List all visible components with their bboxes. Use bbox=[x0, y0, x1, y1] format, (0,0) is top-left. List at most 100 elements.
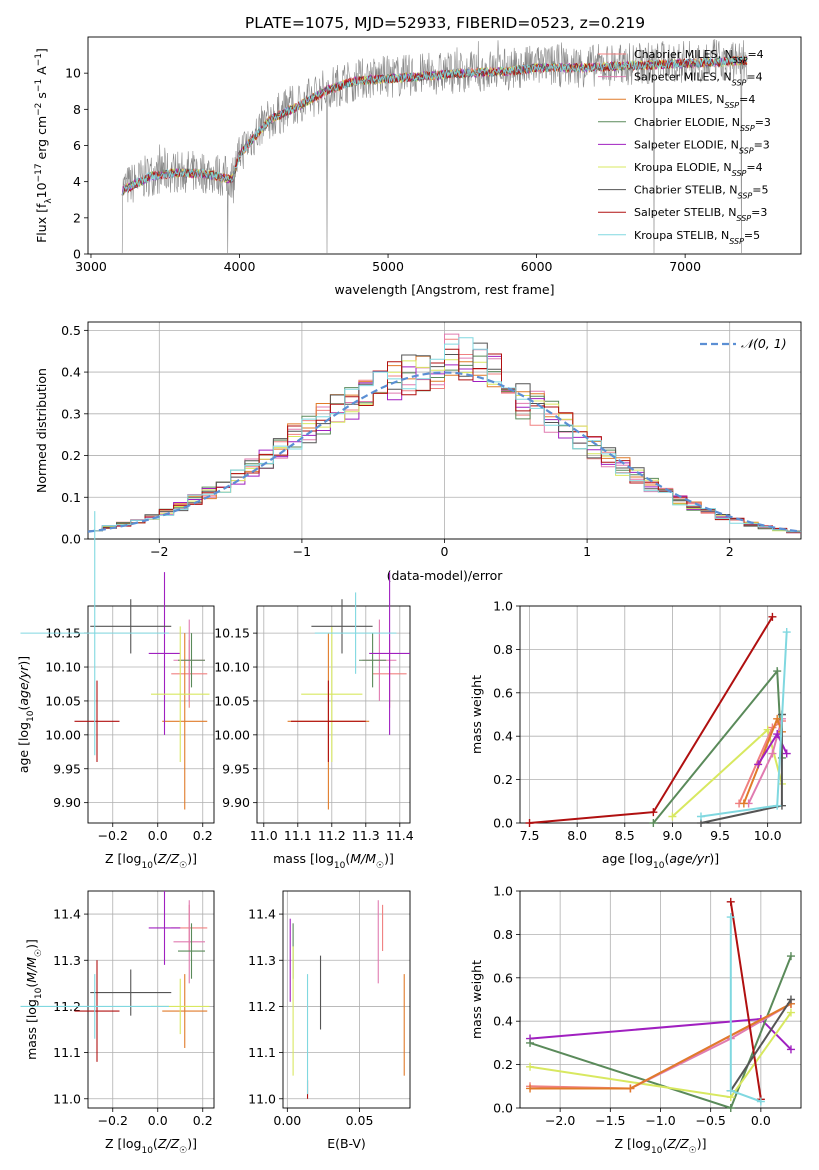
legend-entry: Salpeter STELIB, NSSP=3 bbox=[634, 206, 767, 223]
y-tick-label: 1.0 bbox=[493, 884, 513, 899]
y-tick-label: 1.0 bbox=[493, 599, 513, 614]
mass-weight-marker bbox=[649, 819, 658, 827]
mass-weight-marker bbox=[754, 760, 763, 769]
y-tick-label: 0.0 bbox=[493, 1101, 513, 1116]
y-tick-label: 11.4 bbox=[53, 907, 81, 922]
mass-weight-line bbox=[529, 616, 774, 824]
mass-weight-marker bbox=[649, 808, 658, 817]
mass-weight-marker bbox=[773, 730, 782, 739]
x-tick-label: −0.5 bbox=[695, 1113, 725, 1128]
mass-weight-marker bbox=[773, 714, 782, 723]
y-tick-label: 0.4 bbox=[493, 1014, 513, 1029]
x-tick-label: 9.0 bbox=[662, 828, 682, 843]
x-tick-label: 11.1 bbox=[284, 828, 312, 843]
x-tick-label: −0.2 bbox=[98, 1113, 128, 1128]
y-tick-label: 11.0 bbox=[248, 1091, 276, 1106]
x-axis-label: Z [log10(Z/Z☉)] bbox=[615, 1136, 707, 1156]
y-tick-label: 11.1 bbox=[248, 1045, 276, 1060]
mass-weight-vs-Z-panel: −2.0 −1.5 −1.0 −0.5 0.0 0.0 0.2 0.4 0.6 0.8 1.0 Z [… bbox=[469, 884, 802, 1156]
age-vs-mass-panel: 11.0 11.1 11.2 11.3 11.4 9.90 9.95 10.00 10.05 10… bbox=[214, 572, 414, 871]
y-tick-label: 0 bbox=[73, 247, 81, 262]
x-tick-label: 0.0 bbox=[148, 828, 168, 843]
x-tick-label: 5000 bbox=[372, 259, 404, 274]
y-tick-label: 9.95 bbox=[53, 761, 81, 776]
y-tick-label: 11.0 bbox=[53, 1091, 81, 1106]
spectrum-panel: 3000 4000 5000 6000 7000 0 2 4 6 8 10 wavelength [A… bbox=[34, 36, 802, 297]
legend-entry: Kroupa MILES, NSSP=4 bbox=[634, 93, 755, 110]
mass-weight-marker bbox=[626, 1084, 635, 1093]
y-tick-label: 11.2 bbox=[248, 999, 276, 1014]
x-tick-label: 6000 bbox=[521, 259, 553, 274]
x-tick-label: 8.0 bbox=[567, 828, 587, 843]
figure-title: PLATE=1075, MJD=52933, FIBERID=0523, z=0… bbox=[245, 14, 645, 32]
mass-weight-marker bbox=[726, 1086, 735, 1095]
x-tick-label: 8.5 bbox=[615, 828, 635, 843]
mass-weight-marker bbox=[739, 799, 748, 808]
model-spectrum-line bbox=[121, 55, 748, 196]
y-tick-label: 0.0 bbox=[493, 816, 513, 831]
x-tick-label: 0.05 bbox=[346, 1113, 374, 1128]
x-axis-label: age [log10(age/yr)] bbox=[602, 851, 719, 871]
x-tick-label: 7000 bbox=[669, 259, 701, 274]
x-tick-label: 0.0 bbox=[751, 1113, 771, 1128]
y-tick-label: 11.1 bbox=[53, 1045, 81, 1060]
mass-weight-marker bbox=[526, 1084, 535, 1093]
mass-vs-Z-panel: −0.2 0.0 0.211.011.111.211.311.4Z [log10(Z… bbox=[20, 890, 215, 1156]
x-tick-label: 0.00 bbox=[273, 1113, 301, 1128]
plot-frame bbox=[256, 605, 411, 824]
y-tick-label: 10.05 bbox=[45, 693, 81, 708]
y-tick-label: 0.3 bbox=[61, 406, 81, 421]
y-tick-label: 10.00 bbox=[45, 727, 81, 742]
x-tick-label: −2.0 bbox=[545, 1113, 575, 1128]
histogram-step bbox=[88, 337, 801, 533]
x-tick-label: 0.2 bbox=[193, 1113, 213, 1128]
x-axis-label: mass [log10(M/M☉)] bbox=[273, 851, 394, 871]
x-tick-label: −0.2 bbox=[98, 828, 128, 843]
plot-frame bbox=[87, 605, 215, 824]
y-tick-label: 10.05 bbox=[214, 693, 250, 708]
x-tick-label: 2 bbox=[726, 544, 734, 559]
x-axis-label: wavelength [Angstrom, rest frame] bbox=[334, 282, 554, 297]
y-tick-label: 10.10 bbox=[214, 660, 250, 675]
legend-entry: Chabrier ELODIE, NSSP=3 bbox=[634, 116, 771, 133]
x-tick-label: 0 bbox=[441, 544, 449, 559]
x-tick-label: 11.4 bbox=[386, 828, 414, 843]
x-tick-label: 0.0 bbox=[148, 1113, 168, 1128]
legend-entry: Salpeter MILES, NSSP=4 bbox=[634, 71, 763, 88]
y-tick-label: 0.4 bbox=[61, 365, 81, 380]
x-tick-label: 10.0 bbox=[754, 828, 782, 843]
y-axis-label: mass weight bbox=[469, 675, 484, 754]
x-axis-label: Z [log10(Z/Z☉)] bbox=[105, 851, 197, 871]
y-tick-label: 0.5 bbox=[61, 323, 81, 338]
y-tick-label: 11.3 bbox=[248, 953, 276, 968]
x-axis-label: Z [log10(Z/Z☉)] bbox=[105, 1136, 197, 1156]
mass-weight-line bbox=[729, 998, 792, 1092]
mass-weight-marker bbox=[726, 897, 735, 906]
y-tick-label: 0.8 bbox=[493, 642, 513, 657]
residual-histogram-panel: −2 −1 0 1 2 0.0 0.1 0.2 0.3 0.4 0.5 𝒩(0, 1) (data-mo… bbox=[34, 321, 802, 583]
mass-weight-marker bbox=[786, 1008, 795, 1017]
y-tick-label: 0.0 bbox=[61, 532, 81, 547]
y-tick-label: 0.6 bbox=[493, 970, 513, 985]
y-axis-label: age [log10(age/yr)] bbox=[16, 656, 36, 773]
y-tick-label: 6 bbox=[73, 138, 81, 153]
legend-entry: Kroupa STELIB, NSSP=5 bbox=[634, 229, 760, 246]
x-tick-label: −1.0 bbox=[645, 1113, 675, 1128]
x-tick-label: 11.0 bbox=[250, 828, 278, 843]
y-tick-label: 11.3 bbox=[53, 953, 81, 968]
y-axis-label: Flux [fλ10−17 erg cm−2 s−1 A−1] bbox=[34, 48, 54, 243]
y-tick-label: 0.6 bbox=[493, 685, 513, 700]
y-tick-label: 0.4 bbox=[493, 729, 513, 744]
y-tick-label: 4 bbox=[73, 174, 81, 189]
mass-weight-marker bbox=[768, 749, 777, 758]
mass-weight-marker bbox=[786, 1045, 795, 1054]
mass-weight-marker bbox=[526, 1038, 535, 1047]
mass-weight-vs-age-panel: 7.5 8.0 8.5 9.0 9.5 10.0 0.0 0.2 0.4 0.6 0.8 1.0 age… bbox=[469, 599, 802, 871]
mass-weight-marker bbox=[768, 612, 777, 621]
x-tick-label: 4000 bbox=[224, 259, 256, 274]
y-tick-label: 0.2 bbox=[61, 448, 81, 463]
y-tick-label: 0.1 bbox=[61, 490, 81, 505]
gaussian-curve bbox=[87, 371, 802, 533]
mass-weight-marker bbox=[773, 667, 782, 676]
